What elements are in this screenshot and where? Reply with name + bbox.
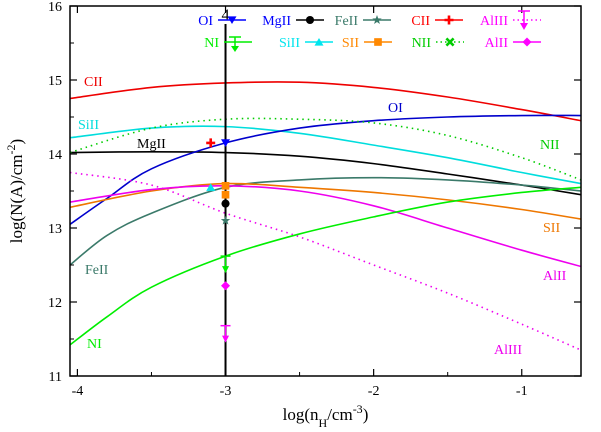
y-tick-label: 12 — [48, 296, 62, 311]
y-tick-label: 13 — [48, 222, 62, 237]
series-line-mgii — [70, 150, 581, 196]
legend-marker — [444, 15, 454, 25]
legend-marker — [227, 16, 237, 25]
series-line-alii — [70, 184, 581, 268]
legend-label: CII — [411, 14, 430, 29]
series-layer — [70, 81, 581, 351]
legend-item-aliii: AlIII — [480, 10, 541, 30]
series-label-nii: NII — [540, 138, 560, 153]
legend-item-siii: SiII — [279, 36, 333, 51]
series-label-cii: CII — [84, 75, 103, 90]
series-label-layer: CII SiII MgII OI NII FeII SII AlII AlIII NI — [78, 75, 567, 358]
x-tick-label: -3 — [220, 384, 232, 399]
x-tick-label: -4 — [72, 384, 84, 399]
legend-label: SiII — [279, 36, 300, 51]
legend: OI MgII FeII CII AlIII NI SiII SII NII AlII — [198, 10, 541, 52]
vertical-line-label: 4 — [222, 7, 230, 24]
observation-marker-feii — [221, 199, 230, 208]
series-line-feii — [70, 176, 581, 266]
observation-marker-ni — [220, 255, 231, 274]
series-label-ni: NI — [87, 337, 102, 352]
series-line-aliii-dotted — [70, 171, 581, 351]
legend-label: SII — [342, 36, 359, 51]
observation-layer — [206, 138, 231, 343]
observation-marker-feii — [220, 215, 231, 225]
legend-marker — [374, 38, 382, 46]
observation-marker-alii — [221, 281, 231, 291]
series-label-oi: OI — [388, 101, 403, 116]
x-axis-title: log(nH/cm-3) — [283, 402, 369, 430]
legend-label: AlIII — [480, 14, 508, 29]
series-label-siii: SiII — [78, 118, 99, 133]
legend-item-feii: FeII — [335, 14, 391, 29]
legend-marker — [224, 36, 252, 52]
series-line-ni — [70, 186, 581, 346]
legend-marker — [305, 15, 315, 25]
y-tick-label: 16 — [48, 0, 62, 15]
legend-marker — [314, 37, 324, 46]
y-tick-label: 14 — [48, 148, 62, 163]
series-label-aliii: AlIII — [494, 343, 522, 358]
series-label-alii: AlII — [543, 269, 567, 284]
series-line-siii — [70, 125, 581, 185]
series-line-cii — [70, 81, 581, 122]
x-tick-label: -2 — [368, 384, 380, 399]
legend-marker — [522, 37, 532, 47]
legend-marker — [445, 37, 455, 47]
legend-label: AlII — [485, 36, 509, 51]
legend-label: NI — [204, 36, 219, 51]
observation-marker-mgii — [221, 139, 231, 147]
observation-marker-siii — [206, 183, 216, 191]
legend-item-ni: NI — [204, 36, 252, 52]
y-tick-label: 11 — [49, 370, 62, 385]
series-label-mgii: MgII — [137, 137, 166, 152]
series-label-feii: FeII — [85, 263, 109, 278]
legend-item-nii: NII — [412, 36, 464, 51]
axis-layer: -4 -3 -2 -1 11 12 13 14 15 16 — [48, 0, 581, 399]
legend-item-cii: CII — [411, 14, 463, 29]
series-line-oi — [70, 114, 581, 225]
legend-item-sii: SII — [342, 36, 392, 51]
series-line-sii — [70, 182, 581, 220]
observation-marker-sii — [221, 181, 230, 190]
observation-marker-cii — [206, 138, 216, 148]
y-tick-label: 15 — [48, 74, 62, 89]
legend-marker — [518, 10, 530, 30]
observation-marker-aliii — [220, 324, 231, 343]
legend-label: NII — [412, 36, 432, 51]
x-tick-label: -1 — [516, 384, 528, 399]
legend-label: FeII — [335, 14, 359, 29]
legend-label: OI — [198, 14, 213, 29]
y-axis-title: log(N(A)/cm-2) — [4, 139, 26, 243]
legend-item-alii: AlII — [485, 36, 541, 51]
legend-item-mgii: MgII — [262, 14, 324, 29]
series-label-sii: SII — [543, 221, 560, 236]
observation-marker-sii — [221, 190, 230, 199]
legend-marker — [372, 15, 382, 25]
legend-label: MgII — [262, 14, 291, 29]
legend-item-oi: OI — [198, 14, 246, 29]
